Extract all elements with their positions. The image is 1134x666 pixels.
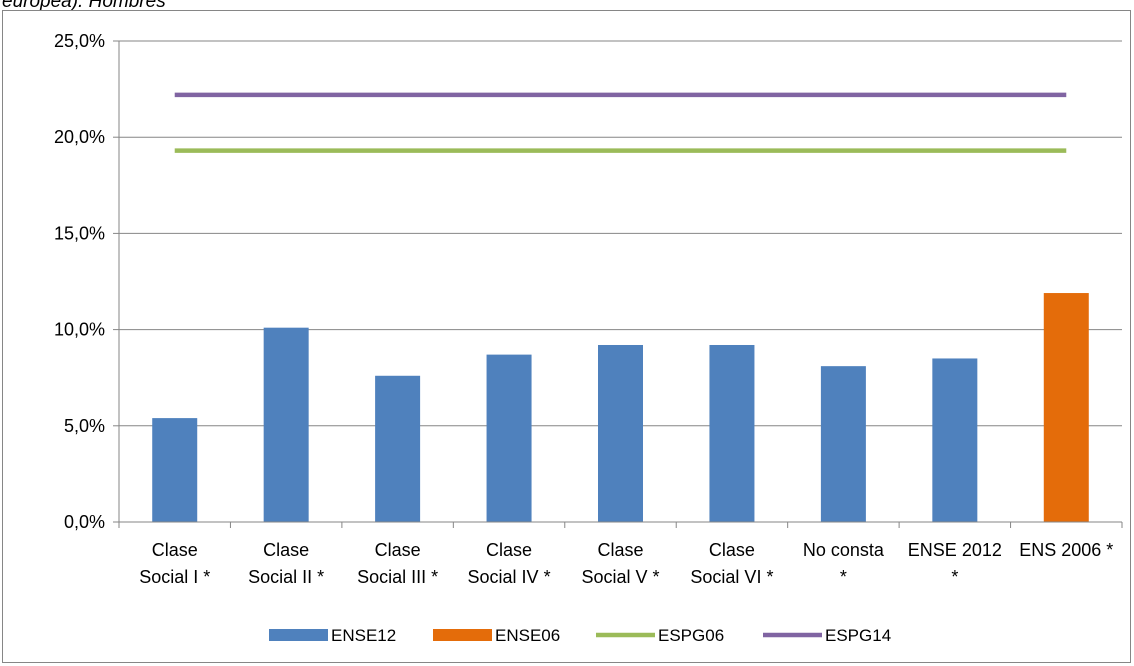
bar-ense12: [375, 376, 420, 522]
legend-label: ENSE12: [331, 626, 396, 645]
y-tick-label: 15,0%: [54, 223, 105, 243]
legend: ENSE12 ENSE06 ESPG06 ESPG14: [269, 626, 891, 645]
x-tick-label: Clase Social II *: [248, 540, 324, 587]
bars: [152, 293, 1089, 522]
bar-ense06: [1044, 293, 1089, 522]
bar-ense12: [821, 366, 866, 522]
legend-item-espg14: ESPG14: [763, 626, 891, 645]
x-tick-label: Clase Social III *: [357, 540, 438, 587]
legend-label: ESPG14: [825, 626, 891, 645]
x-tick-label: Clase Social VI *: [690, 540, 773, 587]
legend-swatch: [269, 629, 328, 641]
legend-item-espg06: ESPG06: [596, 626, 724, 645]
x-tick-label: No consta *: [803, 540, 885, 587]
legend-item-ense12: ENSE12: [269, 626, 396, 645]
y-tick-label: 25,0%: [54, 31, 105, 51]
bar-ense12: [152, 418, 197, 522]
legend-label: ENSE06: [495, 626, 560, 645]
legend-swatch: [433, 629, 492, 641]
y-tick-label: 0,0%: [64, 512, 105, 532]
x-tick-label: Clase Social I *: [139, 540, 210, 587]
bar-ense12: [487, 355, 532, 522]
x-tick-label: Clase Social IV *: [468, 540, 551, 587]
x-tick-label: ENS 2006 *: [1019, 540, 1113, 560]
x-tick-label: Clase Social V *: [581, 540, 659, 587]
bar-ense12: [932, 358, 977, 522]
legend-label: ESPG06: [658, 626, 724, 645]
legend-item-ense06: ENSE06: [433, 626, 560, 645]
x-tick-label: ENSE 2012 *: [908, 540, 1002, 587]
y-tick-label: 5,0%: [64, 416, 105, 436]
bar-ense12: [598, 345, 643, 522]
reference-lines: [175, 95, 1067, 151]
bar-ense12: [709, 345, 754, 522]
y-tick-label: 20,0%: [54, 127, 105, 147]
bar-ense12: [264, 328, 309, 522]
y-tick-label: 10,0%: [54, 320, 105, 340]
